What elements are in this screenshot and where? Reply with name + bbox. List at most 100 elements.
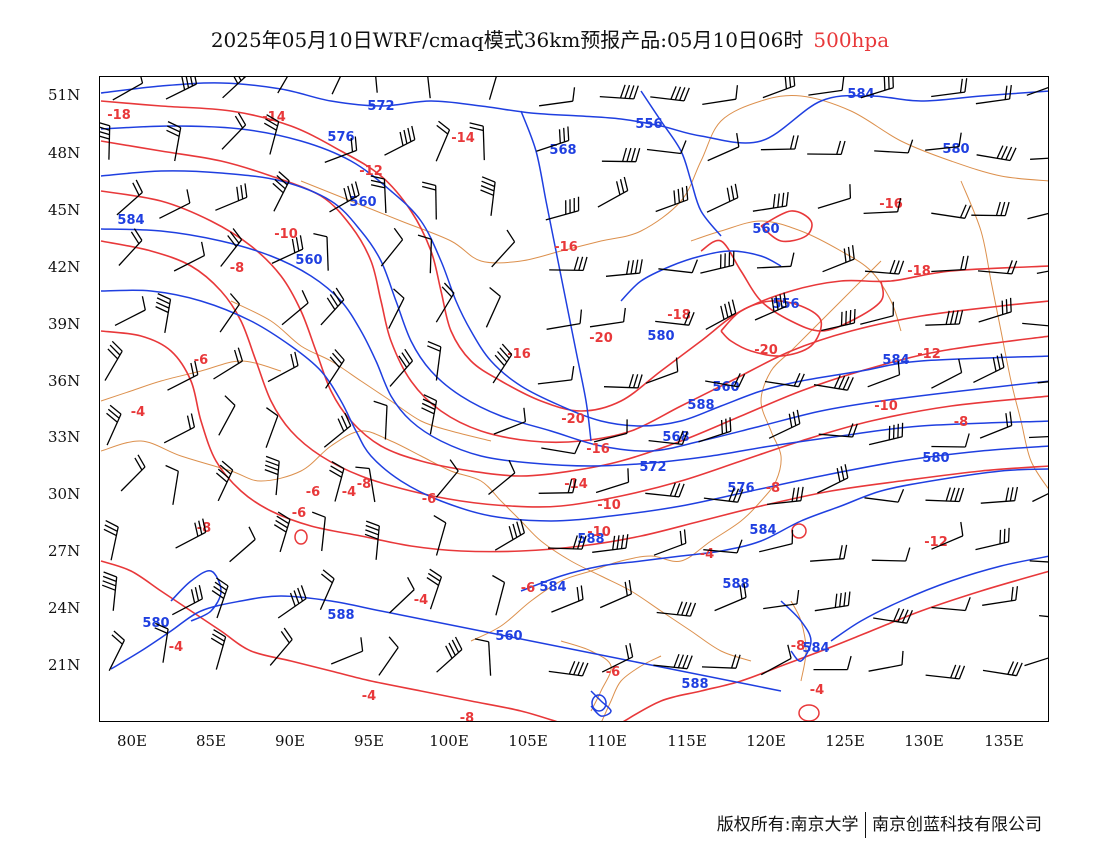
wind-barb [435, 282, 455, 323]
wind-barb [931, 521, 964, 550]
temperature-contour-label: -8 [766, 481, 780, 496]
wind-barb [370, 175, 387, 214]
wind-barb [389, 576, 415, 614]
wind-barb [210, 629, 227, 670]
wind-barb [539, 87, 576, 107]
wind-barb [925, 310, 964, 326]
temperature-contour-label: -6 [194, 353, 208, 368]
temperature-contour-label: -12 [359, 164, 383, 179]
wind-barb [116, 179, 143, 216]
temperature-contour-label: -14 [262, 110, 286, 125]
wind-barb [706, 183, 739, 213]
temperature-contour-label: -16 [507, 347, 531, 362]
wind-barb [807, 140, 846, 156]
wind-barb [215, 460, 234, 502]
wind-barb [1037, 381, 1048, 384]
wind-barb [978, 297, 1012, 323]
temperature-contour-label: -6 [422, 492, 436, 507]
height-contour-label: 580 [922, 451, 949, 466]
wind-barb [702, 85, 739, 106]
wind-barb [871, 547, 911, 562]
temperature-contour-label: -4 [169, 640, 183, 655]
wind-barb [272, 171, 290, 212]
wind-barb [213, 347, 244, 380]
wind-barb [977, 260, 1018, 275]
temperature-contour-label: -18 [107, 108, 131, 123]
wind-barb [646, 140, 687, 155]
wind-barb [384, 125, 416, 156]
wind-barb [655, 311, 695, 326]
temperature-contour-label: -12 [924, 535, 948, 550]
wind-barb [492, 343, 513, 384]
wind-barb [537, 366, 575, 385]
wind-barb [925, 664, 966, 680]
wind-barb [931, 204, 972, 219]
wind-barb [330, 637, 364, 665]
wind-barb [433, 515, 447, 556]
wind-barb [112, 77, 144, 101]
coastline-path [230, 300, 492, 442]
wind-barb [329, 181, 360, 213]
wind-barb [480, 176, 496, 216]
temperature-contour [100, 100, 1048, 412]
wind-barb [808, 77, 845, 96]
temperature-contour [100, 560, 558, 721]
x-tick-label: 110E [587, 732, 627, 750]
wind-barb [817, 184, 852, 209]
coastline-path [100, 360, 282, 402]
wind-barb [767, 486, 804, 506]
wind-barb [864, 259, 905, 275]
wind-barb [548, 661, 589, 677]
wind-barb [698, 417, 732, 443]
temperature-contour-label: -10 [587, 525, 611, 540]
wind-barb [601, 147, 641, 163]
wind-barb [551, 585, 584, 613]
wind-barb [493, 407, 527, 435]
x-tick-label: 105E [508, 732, 548, 750]
temperature-contour-label: -4 [810, 683, 824, 698]
height-contour [100, 125, 1048, 427]
x-tick-label: 115E [667, 732, 707, 750]
wind-barb [491, 229, 516, 268]
height-contour-label: 584 [847, 87, 874, 102]
y-tick-label: 45N [48, 201, 81, 219]
temperature-contour [100, 330, 1048, 553]
height-contour-label: 588 [722, 577, 749, 592]
footer-company: 南京创蓝科技有限公司 [872, 815, 1042, 835]
wind-barb [822, 245, 855, 273]
wind-barb [605, 259, 643, 277]
wind-barb [323, 412, 352, 448]
wind-barb [108, 630, 125, 671]
wind-barb [389, 348, 414, 387]
x-tick-label: 125E [825, 732, 865, 750]
temperature-contour-label: -6 [306, 485, 320, 500]
temperature-contour-label: -18 [907, 264, 931, 279]
temperature-contour-label: -14 [451, 131, 475, 146]
wind-barb [756, 252, 795, 269]
wind-barb [655, 185, 689, 213]
wind-barb [931, 433, 970, 448]
wind-barb [165, 464, 179, 505]
wind-barb [868, 650, 904, 672]
x-tick-label: 130E [904, 732, 944, 750]
wind-barb [375, 77, 378, 93]
wind-barb [545, 196, 580, 221]
wind-barb [818, 423, 858, 438]
y-tick-label: 30N [48, 485, 81, 503]
height-contour-label: 568 [662, 430, 689, 445]
wind-barb [700, 251, 735, 274]
wind-barb [868, 422, 904, 446]
wind-barb [329, 461, 345, 502]
wind-barb [219, 293, 241, 333]
temperature-contour [100, 190, 1048, 477]
temperature-contour-label: -4 [700, 547, 714, 562]
wind-barb [760, 644, 792, 676]
temperature-contour-label: -4 [131, 405, 145, 420]
footer-separator [864, 812, 866, 838]
y-tick-label: 36N [48, 372, 81, 390]
wind-barb [658, 259, 699, 274]
wind-barb [763, 590, 800, 610]
wind-barb [1032, 493, 1048, 503]
wind-barb [931, 597, 971, 612]
height-contour [100, 82, 1048, 144]
